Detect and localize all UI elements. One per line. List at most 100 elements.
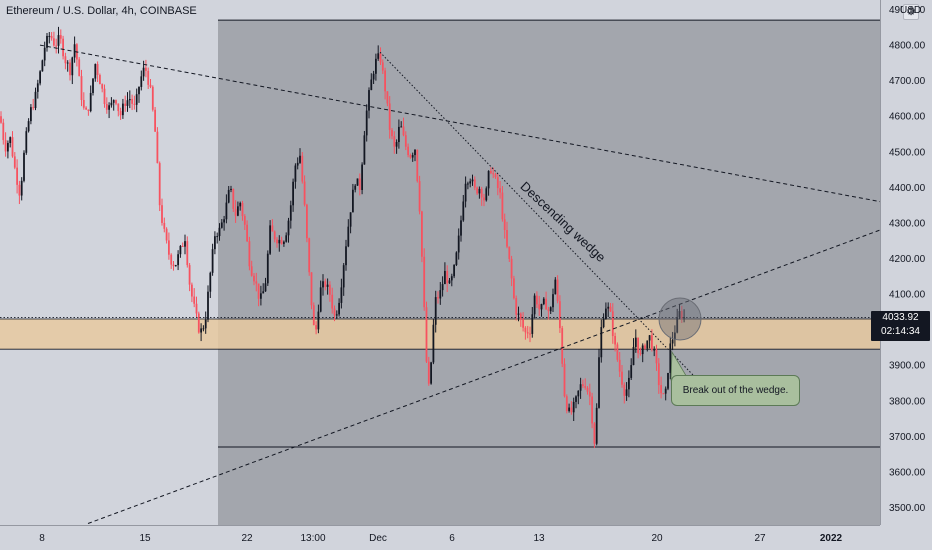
candle-body [421, 211, 423, 257]
candle-body [529, 333, 531, 335]
candle-body [248, 241, 251, 267]
candle-body [342, 265, 345, 288]
price-tick-label: 4300.00 [889, 218, 926, 229]
price-axis[interactable] [881, 0, 932, 550]
candle-body [605, 308, 607, 319]
candle-body [161, 205, 163, 223]
candle-body [142, 67, 145, 77]
breakout-circle[interactable] [658, 297, 702, 341]
candle-body [271, 225, 274, 232]
candle-body [197, 313, 200, 333]
upper-wedge-trendline[interactable] [39, 44, 881, 203]
candle-body [467, 183, 469, 185]
candle-body [570, 407, 573, 413]
candle-body [554, 279, 557, 295]
candle-body [209, 272, 212, 292]
candle-body [361, 164, 363, 190]
candle-body [20, 180, 23, 196]
candle-body [2, 122, 5, 141]
candle-body [62, 38, 64, 57]
candle-body [34, 91, 37, 109]
candle-body [140, 76, 143, 87]
candles [0, 26, 685, 448]
candle-body [545, 298, 547, 310]
time-tick-label: 8 [39, 533, 45, 544]
candle-body [444, 270, 446, 285]
candle-body [138, 86, 140, 95]
candle-body [533, 295, 536, 315]
candle-body [223, 219, 225, 223]
candle-body [598, 357, 600, 408]
candle-body [386, 91, 389, 104]
candle-body [71, 57, 74, 76]
candle-body [18, 184, 21, 196]
gear-icon[interactable]: ⚙ [903, 4, 919, 20]
candle-body [48, 35, 51, 37]
candle-body [220, 222, 223, 228]
candle-body [398, 126, 400, 143]
candle-body [4, 140, 7, 152]
price-tick-label: 4600.00 [889, 112, 926, 123]
candle-body [572, 401, 575, 413]
candle-body [517, 313, 520, 315]
candle-body [676, 317, 679, 333]
candle-body [515, 298, 518, 315]
candle-body [492, 173, 495, 175]
candle-body [536, 295, 538, 305]
candle-body [434, 297, 437, 325]
candle-body [513, 278, 515, 299]
time-tick-label: 20 [651, 533, 663, 544]
candle-body [579, 384, 582, 391]
candle-body [172, 264, 175, 267]
candle-body [637, 337, 639, 354]
candle-body [124, 103, 127, 106]
candle-body [170, 254, 173, 265]
candle-body [591, 396, 593, 424]
candle-body [365, 110, 368, 136]
candle-body [409, 155, 412, 158]
candle-body [522, 319, 524, 328]
candle-body [427, 361, 430, 384]
candle-body [418, 181, 421, 212]
candle-body [526, 332, 529, 334]
breakout-note[interactable]: Break out of the wedge. [671, 375, 800, 406]
candle-body [660, 385, 662, 394]
candle-body [66, 62, 69, 64]
candle-body [340, 287, 343, 303]
lower-wedge-trendline[interactable] [87, 229, 881, 524]
candle-body [30, 107, 32, 122]
candle-body [476, 187, 478, 194]
candle-body [156, 131, 159, 164]
candle-body [455, 252, 458, 265]
candle-body [285, 235, 288, 242]
candle-body [549, 307, 552, 312]
candle-body [600, 327, 603, 358]
candle-body [680, 311, 683, 319]
time-tick-label: 15 [139, 533, 151, 544]
candle-body [577, 390, 580, 397]
candle-body [582, 384, 584, 387]
candle-body [639, 353, 642, 355]
price-tick-label: 3900.00 [889, 361, 926, 372]
candle-body [363, 135, 366, 165]
candle-body [358, 178, 361, 190]
descending-wedge-trendline[interactable] [379, 51, 719, 402]
candle-body [508, 246, 511, 259]
candle-body [607, 306, 610, 309]
candle-body [651, 335, 653, 350]
time-tick-label: 13:00 [300, 533, 325, 544]
candle-body [400, 126, 403, 128]
candle-body [289, 205, 292, 221]
candle-body [255, 281, 258, 284]
candle-body [301, 155, 304, 182]
candle-body [85, 107, 87, 110]
candle-body [287, 220, 290, 236]
candle-body [602, 318, 605, 328]
candle-body [11, 137, 14, 157]
candle-body [294, 165, 297, 182]
time-axis[interactable] [0, 525, 932, 550]
candle-body [36, 83, 39, 92]
candle-body [273, 231, 276, 240]
